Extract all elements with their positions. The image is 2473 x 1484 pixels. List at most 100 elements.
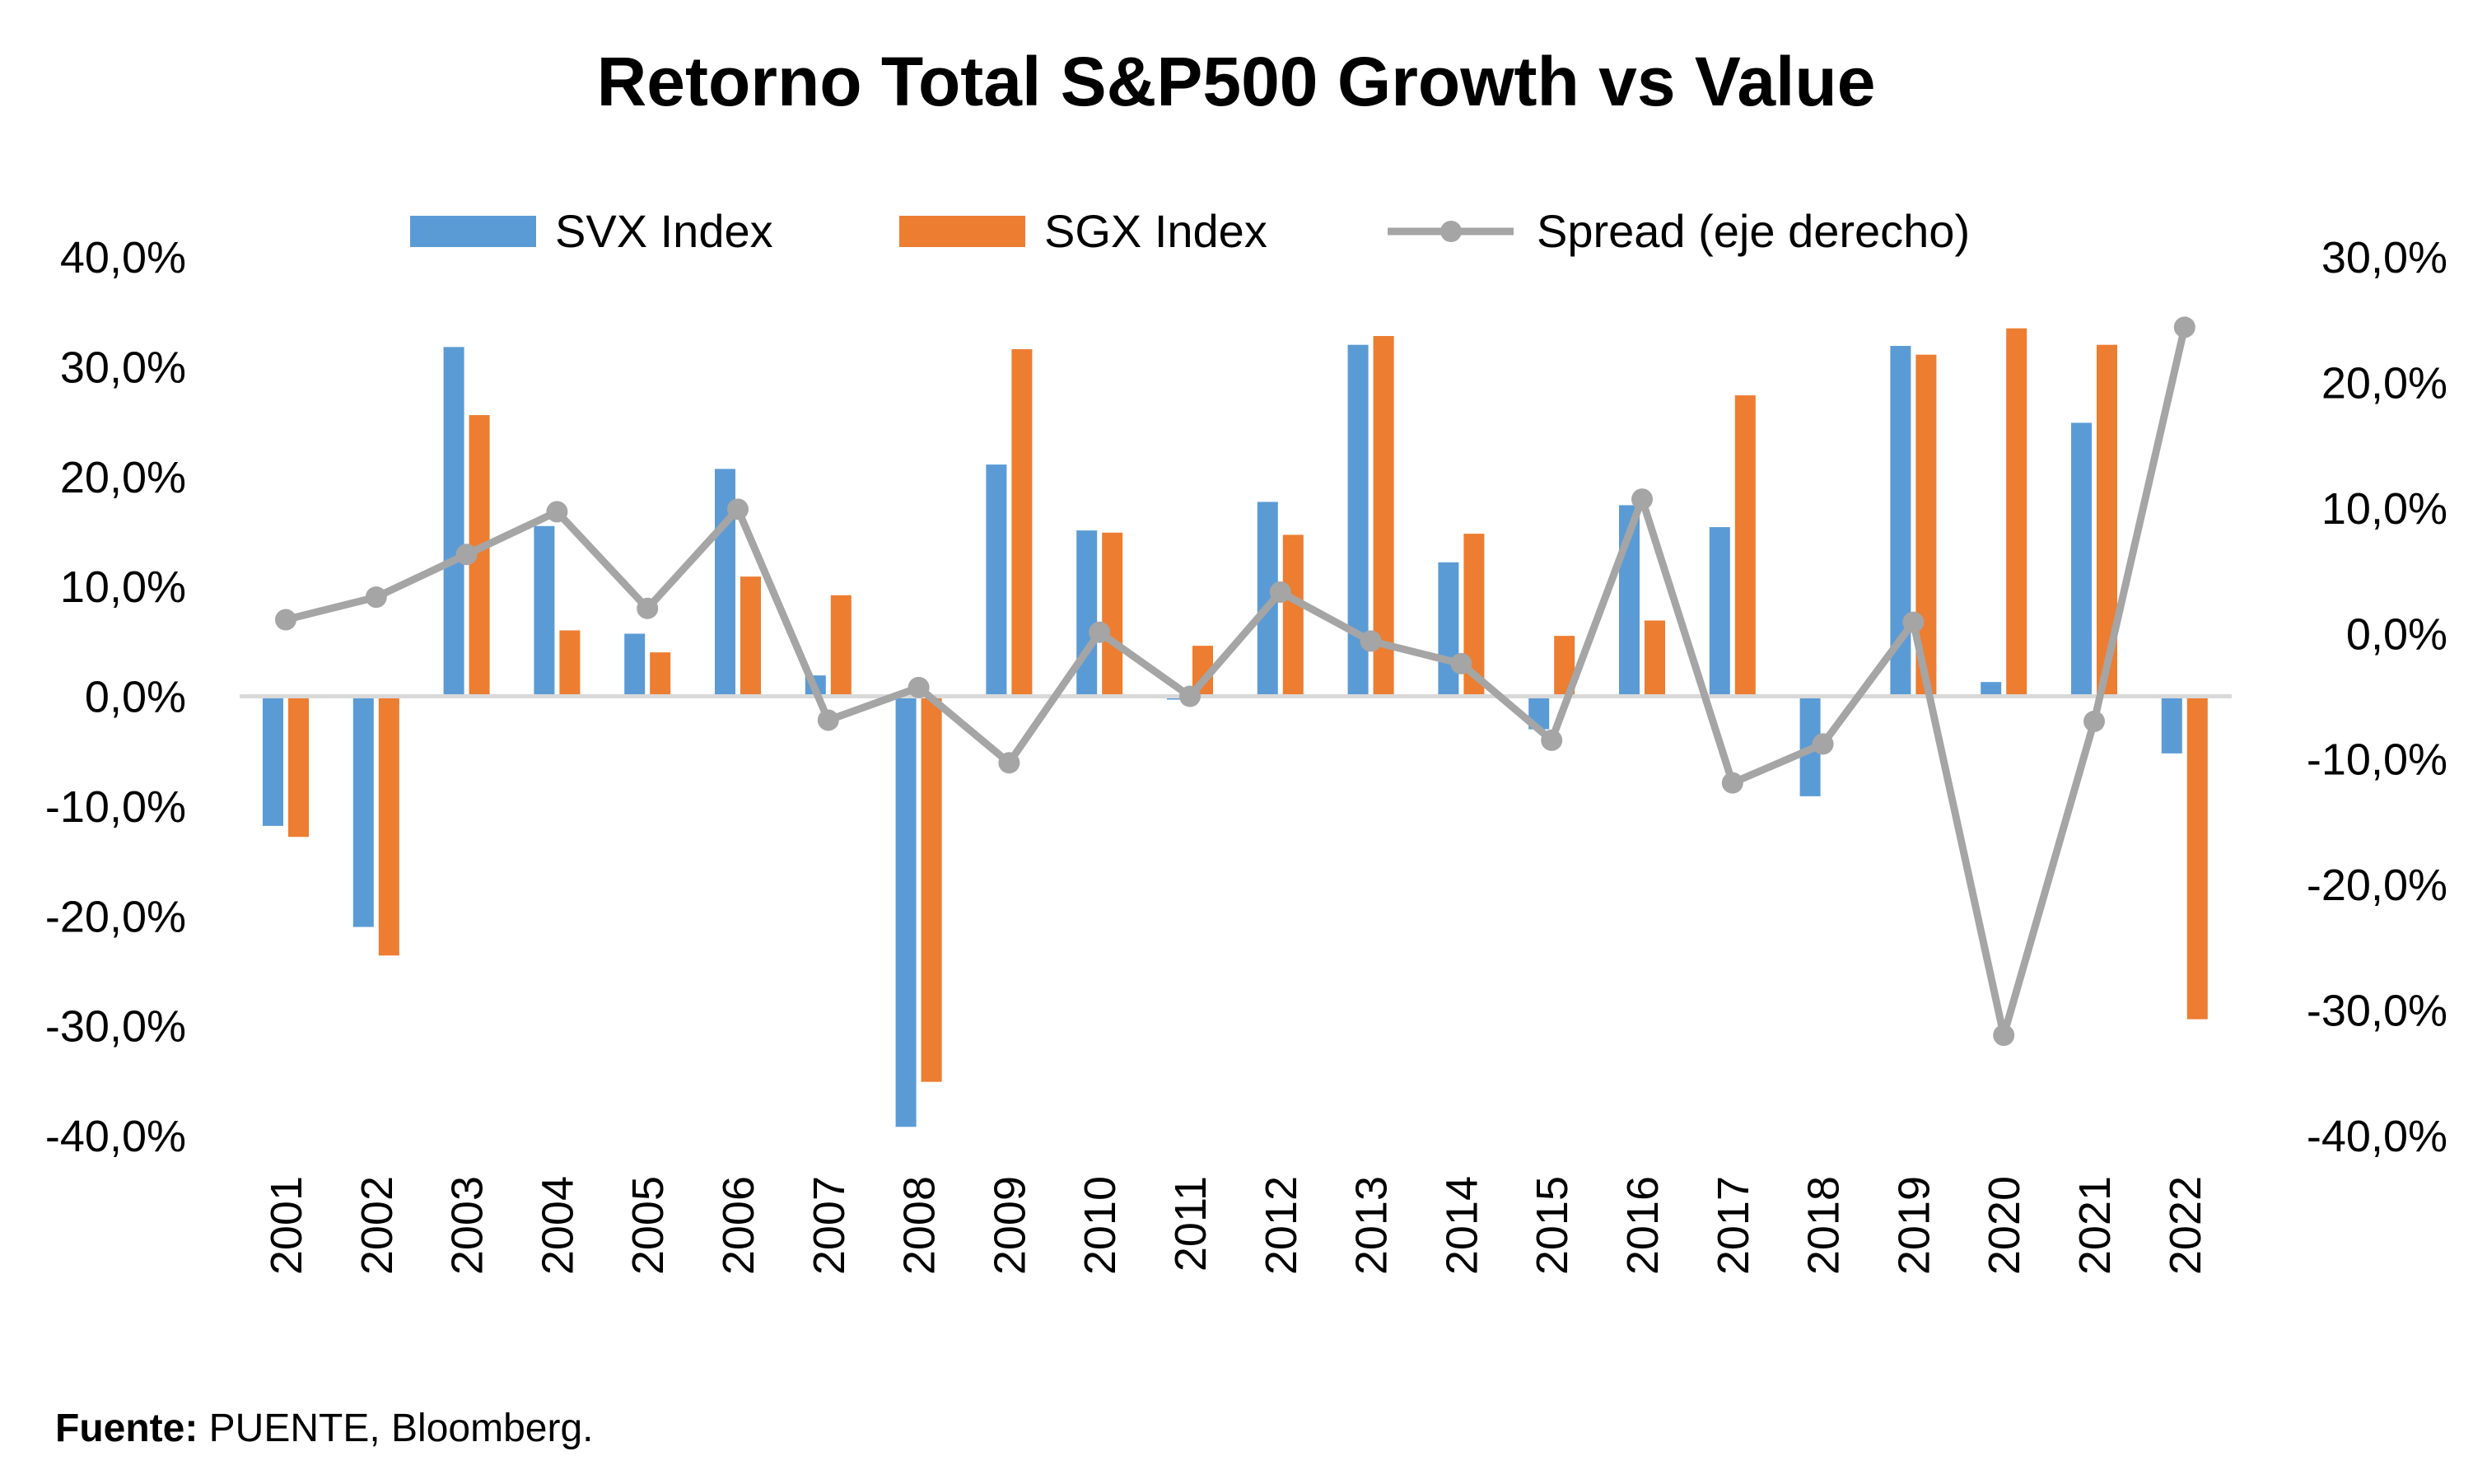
- x-tick-label: 2012: [1257, 1176, 1306, 1275]
- sgx-bar-2022: [2186, 696, 2208, 1020]
- x-tick-label: 2009: [985, 1176, 1034, 1275]
- sgx-bar-2017: [1734, 395, 1756, 697]
- legend-label-svx: SVX Index: [555, 205, 773, 257]
- x-tick-label: 2008: [895, 1176, 945, 1275]
- spread-point-2005: [637, 597, 659, 619]
- left-axis: 40,0% 30,0% 20,0% 10,0% 0,0% -10,0% -20,0% -30,…: [45, 233, 186, 1161]
- sgx-bar-2002: [378, 696, 399, 956]
- sgx-bar-2007: [830, 595, 852, 697]
- x-tick-label: 2005: [623, 1176, 673, 1275]
- svx-bar-2021: [2071, 422, 2092, 697]
- spread-point-2001: [275, 609, 296, 631]
- left-tick-label: 10,0%: [60, 562, 186, 612]
- spread-point-2003: [455, 544, 478, 566]
- source-text: PUENTE, Bloomberg.: [198, 1407, 593, 1450]
- left-tick-label: -10,0%: [45, 782, 186, 832]
- right-tick-label: -40,0%: [2307, 1112, 2447, 1161]
- right-tick-label: 30,0%: [2321, 233, 2447, 282]
- x-axis: 2001 2002 2003 2004 2005 2006 2007 2008 2009 2010…: [262, 1176, 2210, 1275]
- spread-point-2019: [1902, 611, 1925, 633]
- x-tick-label: 2019: [1889, 1176, 1939, 1275]
- svx-bar-2003: [443, 347, 464, 697]
- svx-bar-2010: [1076, 530, 1098, 697]
- sgx-bar-2009: [1011, 349, 1033, 697]
- x-tick-label: 2016: [1618, 1176, 1668, 1275]
- right-tick-label: -10,0%: [2307, 735, 2447, 785]
- spread-line: [275, 316, 2195, 1047]
- x-tick-label: 2014: [1437, 1176, 1486, 1275]
- spread-point-2008: [908, 676, 930, 698]
- sgx-bar-2006: [740, 576, 761, 697]
- svx-bar-2014: [1438, 562, 1459, 697]
- spread-point-2014: [1450, 652, 1472, 674]
- spread-point-2015: [1541, 729, 1563, 751]
- x-tick-label: 2015: [1528, 1176, 1577, 1275]
- sgx-bar-2010: [1102, 532, 1123, 697]
- x-tick-label: 2007: [805, 1176, 854, 1275]
- sgx-bar-2020: [2006, 328, 2027, 697]
- legend-label-spread: Spread (eje derecho): [1537, 205, 1970, 257]
- x-tick-label: 2010: [1076, 1176, 1125, 1275]
- left-tick-label: 40,0%: [60, 233, 186, 282]
- svx-bar-2008: [895, 696, 917, 1127]
- x-tick-label: 2011: [1166, 1176, 1216, 1272]
- spread-polyline: [284, 326, 2189, 1039]
- spread-point-2002: [365, 586, 387, 609]
- left-tick-label: 20,0%: [60, 453, 186, 502]
- svx-bar-2020: [1981, 682, 2002, 697]
- svx-bar-2002: [352, 696, 374, 927]
- legend-marker-spread: [1440, 221, 1462, 242]
- svx-bar-2022: [2161, 696, 2182, 754]
- spread-point-2013: [1360, 630, 1382, 652]
- right-tick-label: 10,0%: [2321, 484, 2447, 534]
- left-tick-label: 30,0%: [60, 343, 186, 392]
- legend: SVX Index SGX Index Spread (eje derecho): [410, 205, 1970, 257]
- x-tick-label: 2006: [714, 1176, 763, 1275]
- x-tick-label: 2013: [1347, 1176, 1397, 1275]
- svx-bar-2009: [986, 464, 1007, 697]
- spread-point-2004: [546, 501, 568, 523]
- source-label: Fuente:: [55, 1407, 198, 1450]
- spread-point-2007: [817, 709, 839, 731]
- left-tick-label: -40,0%: [45, 1112, 186, 1161]
- spread-point-2011: [1179, 685, 1201, 707]
- spread-point-2017: [1721, 772, 1743, 794]
- legend-label-sgx: SGX Index: [1044, 205, 1267, 257]
- left-tick-label: 0,0%: [85, 673, 186, 722]
- svx-bar-2001: [263, 696, 283, 826]
- sgx-bar-2012: [1282, 534, 1304, 697]
- spread-point-2006: [727, 498, 749, 520]
- right-tick-label: 20,0%: [2321, 358, 2447, 408]
- spread-point-2010: [1089, 621, 1111, 643]
- spread-point-2022: [2173, 316, 2195, 338]
- svx-bar-2004: [534, 525, 555, 697]
- x-tick-label: 2001: [262, 1176, 311, 1275]
- svx-bar-2005: [624, 633, 646, 697]
- x-tick-label: 2022: [2161, 1176, 2210, 1275]
- x-tick-label: 2002: [352, 1176, 402, 1275]
- left-tick-label: -30,0%: [45, 1002, 186, 1052]
- right-tick-label: -30,0%: [2307, 987, 2447, 1036]
- spread-point-2016: [1631, 488, 1653, 511]
- sgx-bar-2001: [288, 696, 309, 838]
- source-note: Fuente: PUENTE, Bloomberg.: [55, 1407, 594, 1450]
- x-tick-label: 2004: [533, 1176, 582, 1275]
- right-tick-label: 0,0%: [2346, 609, 2447, 659]
- bars: [263, 328, 2208, 1127]
- spread-point-2021: [2083, 710, 2105, 732]
- sgx-bar-2008: [921, 696, 942, 1082]
- x-tick-label: 2018: [1799, 1176, 1849, 1275]
- legend-swatch-svx: [410, 216, 536, 247]
- left-tick-label: -20,0%: [45, 892, 186, 941]
- right-axis: 30,0% 20,0% 10,0% 0,0% -10,0% -20,0% -30,0% -40…: [2307, 233, 2447, 1161]
- sgx-bar-2016: [1645, 620, 1665, 697]
- sgx-bar-2004: [559, 630, 581, 697]
- x-tick-label: 2003: [443, 1176, 492, 1275]
- legend-swatch-sgx: [899, 216, 1025, 247]
- x-tick-label: 2017: [1709, 1176, 1758, 1275]
- chart-title: Retorno Total S&P500 Growth vs Value: [597, 43, 1876, 120]
- spread-point-2018: [1812, 733, 1834, 755]
- x-tick-label: 2021: [2070, 1176, 2120, 1275]
- svx-bar-2017: [1709, 527, 1730, 697]
